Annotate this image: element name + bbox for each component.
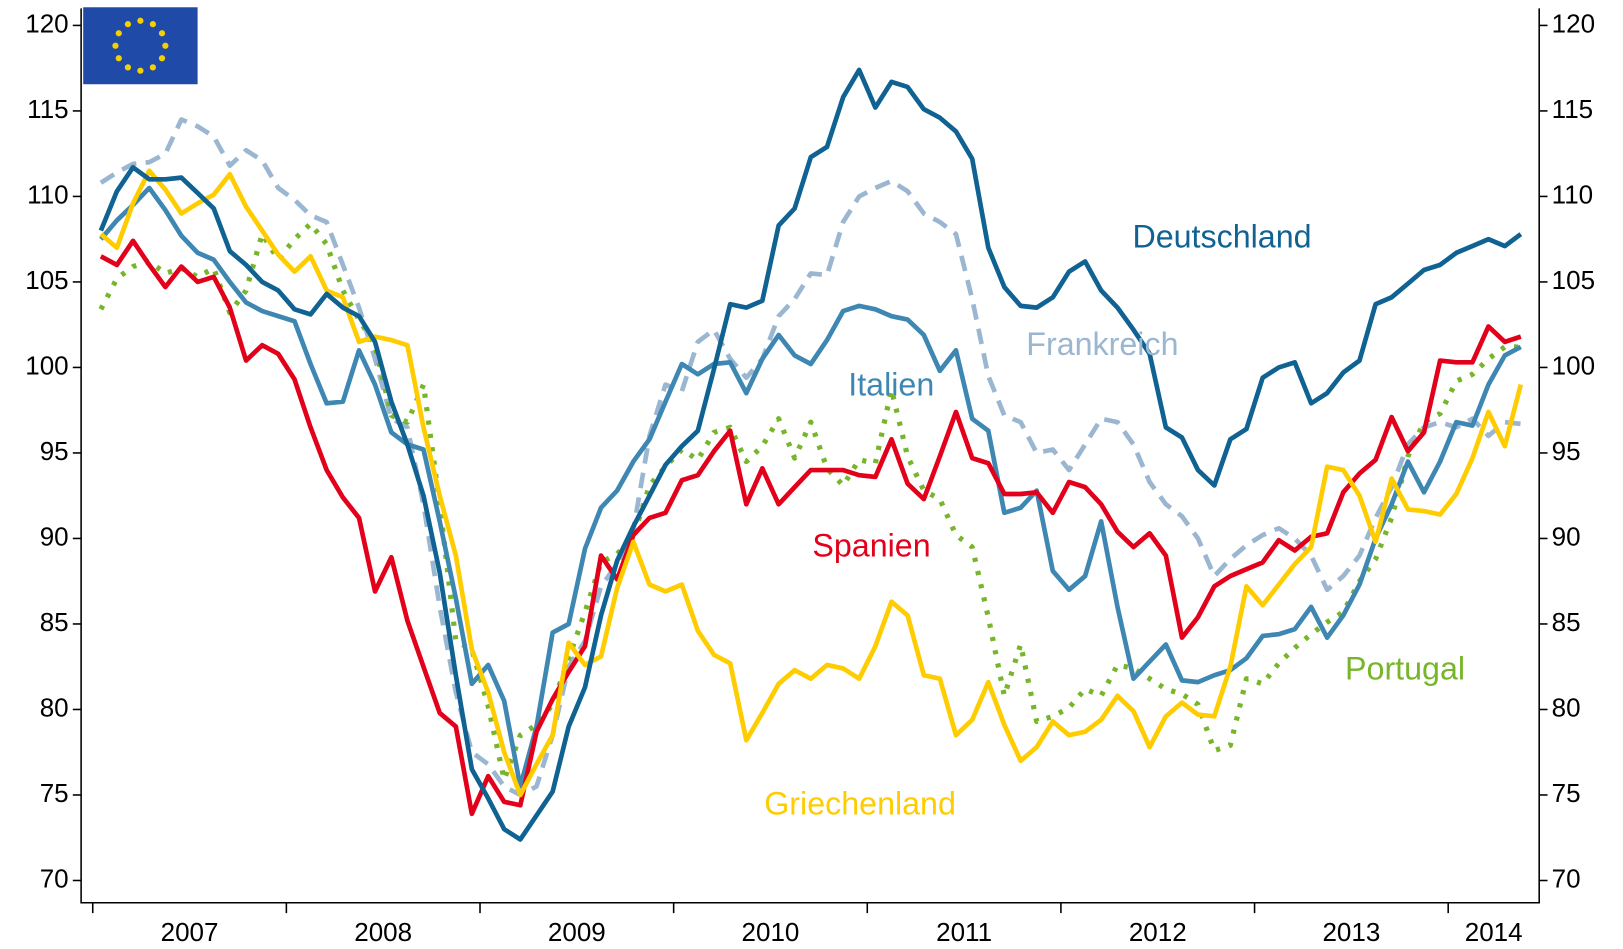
flag-star [159, 30, 165, 36]
y2-tick-label: 110 [1552, 179, 1593, 209]
flag-star [125, 21, 131, 27]
x-tick-label: 2010 [742, 917, 800, 947]
flag-star [150, 21, 156, 27]
y-tick-label: 115 [27, 94, 68, 124]
flag-star [137, 18, 143, 24]
series-label: Spanien [812, 528, 930, 564]
y2-tick-label: 90 [1552, 521, 1581, 551]
y-tick-label: 75 [40, 778, 69, 808]
series-label: Griechenland [764, 786, 956, 822]
flag-star [159, 55, 165, 61]
y-tick-label: 95 [40, 436, 69, 466]
y2-tick-label: 85 [1552, 607, 1581, 637]
x-tick-label: 2014 [1465, 917, 1523, 947]
flag-star [125, 64, 131, 70]
series-label: Deutschland [1132, 219, 1311, 255]
x-tick-label: 2009 [548, 917, 606, 947]
y2-tick-label: 70 [1552, 863, 1581, 893]
flag-star [112, 43, 118, 49]
series-label: Frankreich [1026, 326, 1178, 362]
chart: 70 70 75 75 80 80 85 85 90 90 95 95 100 100 105 105 110 1… [0, 0, 1623, 949]
series-label: Italien [848, 366, 934, 402]
y-tick-label: 110 [27, 179, 68, 209]
y-tick-label: 80 [40, 692, 69, 722]
y2-tick-label: 75 [1552, 778, 1581, 808]
y2-tick-label: 95 [1552, 436, 1581, 466]
x-tick-label: 2011 [936, 917, 992, 947]
x-tick-label: 2012 [1129, 917, 1187, 947]
series-line [101, 70, 1521, 840]
flag-star [162, 43, 168, 49]
series-label: Portugal [1345, 650, 1465, 686]
flag-star [137, 68, 143, 74]
y-tick-label: 70 [40, 863, 69, 893]
y-tick-label: 100 [25, 350, 68, 380]
series-line [101, 241, 1521, 814]
x-tick-label: 2008 [354, 917, 412, 947]
chart-body: 70 70 75 75 80 80 85 85 90 90 95 95 100 100 105 105 110 1… [25, 7, 1595, 947]
flag-star [116, 30, 122, 36]
y-tick-label: 85 [40, 607, 69, 637]
x-tick-label: 2013 [1322, 917, 1380, 947]
y2-tick-label: 80 [1552, 692, 1581, 722]
plot-frame [81, 8, 1539, 902]
y2-tick-label: 105 [1552, 265, 1595, 295]
flag-star [150, 64, 156, 70]
series-line [101, 171, 1521, 795]
x-tick-label: 2007 [161, 917, 219, 947]
page: 70 70 75 75 80 80 85 85 90 90 95 95 100 100 105 105 110 1… [0, 0, 1623, 949]
y-tick-label: 105 [25, 265, 68, 295]
y-tick-label: 90 [40, 521, 69, 551]
flag-star [116, 55, 122, 61]
y2-tick-label: 100 [1552, 350, 1595, 380]
y2-tick-label: 120 [1552, 8, 1595, 38]
eu-flag [83, 7, 197, 84]
y2-tick-label: 115 [1552, 94, 1593, 124]
y-tick-label: 120 [25, 8, 68, 38]
